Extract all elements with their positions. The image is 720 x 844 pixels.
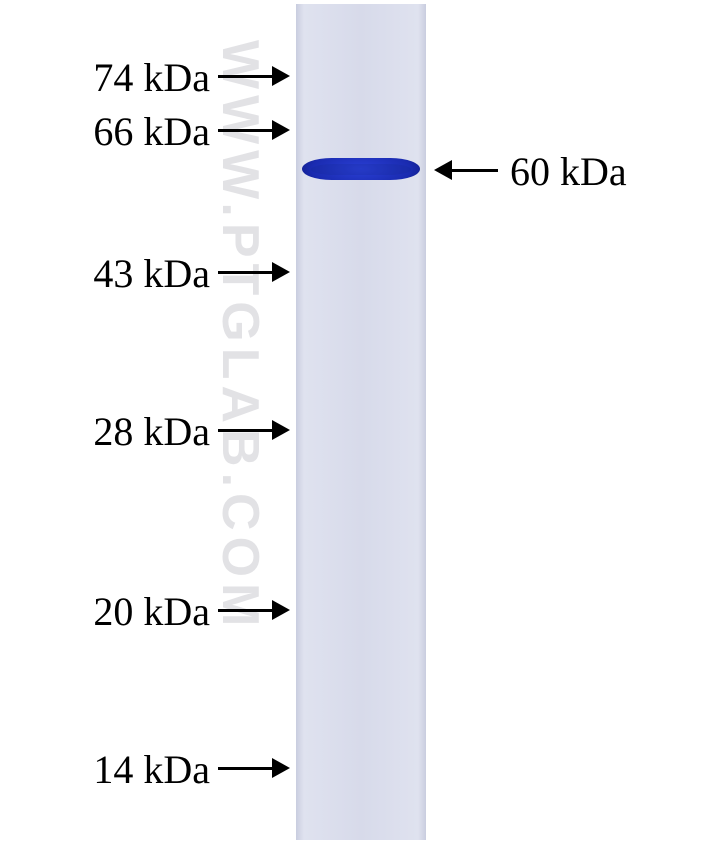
marker-label-74kda: 74 kDa [93,54,210,101]
marker-label-43kda: 43 kDa [93,250,210,297]
protein-band-60kda [302,158,420,180]
marker-label-66kda: 66 kDa [93,108,210,155]
marker-label-14kda: 14 kDa [93,746,210,793]
marker-label-20kda: 20 kDa [93,588,210,635]
marker-label-28kda: 28 kDa [93,408,210,455]
gel-lane [296,4,426,840]
band-label-60kda: 60 kDa [510,148,627,195]
